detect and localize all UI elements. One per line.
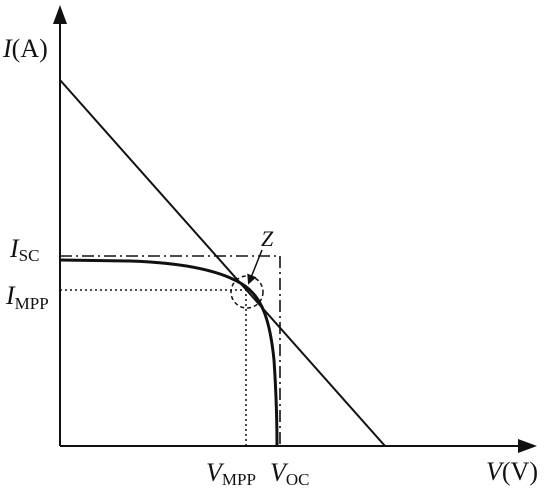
isc-voc-rectangle — [60, 255, 281, 446]
x-axis-label: V(V) — [486, 457, 538, 486]
vmpp-label: VMPP — [206, 458, 256, 489]
x-axis-arrow — [518, 439, 537, 453]
impp-label: IMPP — [5, 281, 49, 313]
iv-curve — [59, 258, 279, 447]
load-line — [59, 79, 386, 447]
isc-label: ISC — [9, 234, 39, 265]
y-axis-arrow — [53, 5, 67, 24]
z-label: Z — [261, 226, 274, 251]
mpp-circle — [230, 275, 264, 309]
z-pointer — [247, 249, 263, 285]
mpp-dotted-lines — [60, 289, 247, 446]
voc-label: VOC — [270, 458, 310, 489]
y-axis-label: I(A) — [2, 34, 48, 63]
